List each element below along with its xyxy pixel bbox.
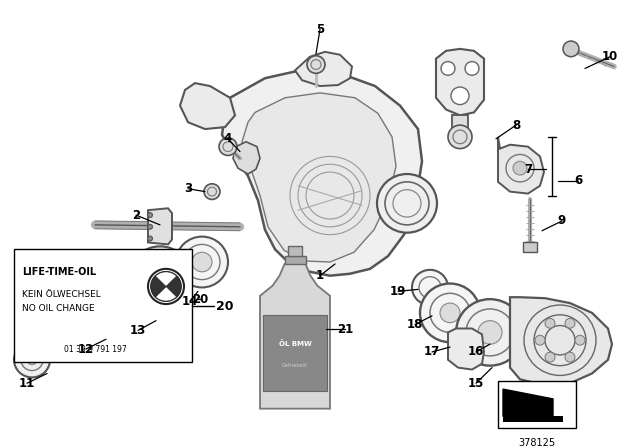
Circle shape (412, 270, 448, 305)
Text: 18: 18 (407, 318, 423, 331)
Polygon shape (263, 314, 327, 391)
Circle shape (563, 41, 579, 57)
Bar (503, 417, 563, 422)
Text: 14: 14 (182, 295, 198, 308)
Polygon shape (260, 264, 330, 409)
Text: 01 39 9 791 197: 01 39 9 791 197 (64, 345, 127, 354)
Circle shape (545, 319, 555, 328)
Circle shape (307, 56, 325, 73)
Text: 3: 3 (184, 182, 192, 195)
Polygon shape (523, 242, 537, 252)
Circle shape (147, 224, 152, 229)
Circle shape (456, 299, 524, 366)
Circle shape (478, 321, 502, 344)
Polygon shape (498, 137, 544, 194)
Circle shape (204, 184, 220, 199)
Polygon shape (148, 208, 172, 245)
Bar (498, 381, 576, 428)
Circle shape (377, 174, 437, 233)
Text: KEIN ÖLWECHSEL: KEIN ÖLWECHSEL (22, 290, 100, 299)
Circle shape (565, 319, 575, 328)
Text: 21: 21 (337, 323, 353, 336)
Polygon shape (80, 291, 135, 354)
Text: 15: 15 (468, 377, 484, 390)
Text: NO OIL CHANGE: NO OIL CHANGE (22, 304, 95, 313)
Text: 1: 1 (316, 269, 324, 282)
Text: 17: 17 (424, 345, 440, 358)
Circle shape (128, 246, 192, 309)
Text: 4: 4 (224, 132, 232, 145)
Text: ÖL BMW: ÖL BMW (278, 340, 312, 347)
Text: 8: 8 (512, 119, 520, 132)
Polygon shape (452, 116, 468, 142)
Text: 16: 16 (468, 345, 484, 358)
Circle shape (219, 138, 237, 155)
Circle shape (451, 87, 469, 105)
Text: 13: 13 (130, 324, 146, 337)
Circle shape (148, 269, 184, 304)
Circle shape (176, 237, 228, 288)
Circle shape (535, 336, 545, 345)
Polygon shape (233, 142, 260, 174)
Polygon shape (395, 186, 420, 225)
Circle shape (440, 303, 460, 323)
Circle shape (545, 352, 555, 362)
Wedge shape (156, 286, 177, 301)
Circle shape (147, 213, 152, 218)
Circle shape (448, 125, 472, 149)
Polygon shape (288, 246, 302, 256)
Circle shape (513, 161, 527, 175)
Polygon shape (222, 70, 422, 276)
Text: 9: 9 (558, 215, 566, 228)
Circle shape (93, 309, 121, 336)
Circle shape (148, 266, 172, 289)
Circle shape (27, 355, 37, 365)
Text: 378125: 378125 (518, 438, 556, 448)
Polygon shape (295, 52, 352, 86)
Circle shape (85, 301, 129, 344)
Polygon shape (436, 49, 484, 116)
Text: Getriebeöl: Getriebeöl (282, 363, 308, 368)
Text: 20: 20 (216, 300, 234, 313)
Circle shape (147, 236, 152, 241)
Wedge shape (156, 272, 177, 286)
Polygon shape (503, 389, 553, 417)
Polygon shape (242, 93, 396, 262)
Text: 11: 11 (19, 377, 35, 390)
Polygon shape (285, 256, 305, 264)
Text: 10: 10 (602, 50, 618, 63)
Polygon shape (510, 297, 612, 385)
Circle shape (192, 252, 212, 272)
Circle shape (14, 342, 50, 377)
Circle shape (385, 182, 429, 225)
Polygon shape (180, 83, 235, 129)
FancyBboxPatch shape (14, 249, 192, 362)
Circle shape (565, 352, 575, 362)
Text: 20: 20 (192, 293, 208, 306)
Circle shape (420, 284, 480, 342)
Circle shape (575, 336, 585, 345)
Text: 19: 19 (390, 285, 406, 298)
Text: 2: 2 (132, 209, 140, 222)
Text: LIFE-TIME-OIL: LIFE-TIME-OIL (22, 267, 96, 277)
Text: 5: 5 (316, 23, 324, 36)
Wedge shape (166, 276, 181, 297)
Circle shape (101, 317, 113, 328)
Circle shape (465, 61, 479, 75)
Text: 7: 7 (524, 163, 532, 176)
Circle shape (393, 190, 421, 217)
Text: 12: 12 (78, 343, 94, 356)
Text: 6: 6 (574, 174, 582, 187)
Wedge shape (151, 276, 166, 297)
Polygon shape (448, 328, 484, 370)
Circle shape (441, 61, 455, 75)
